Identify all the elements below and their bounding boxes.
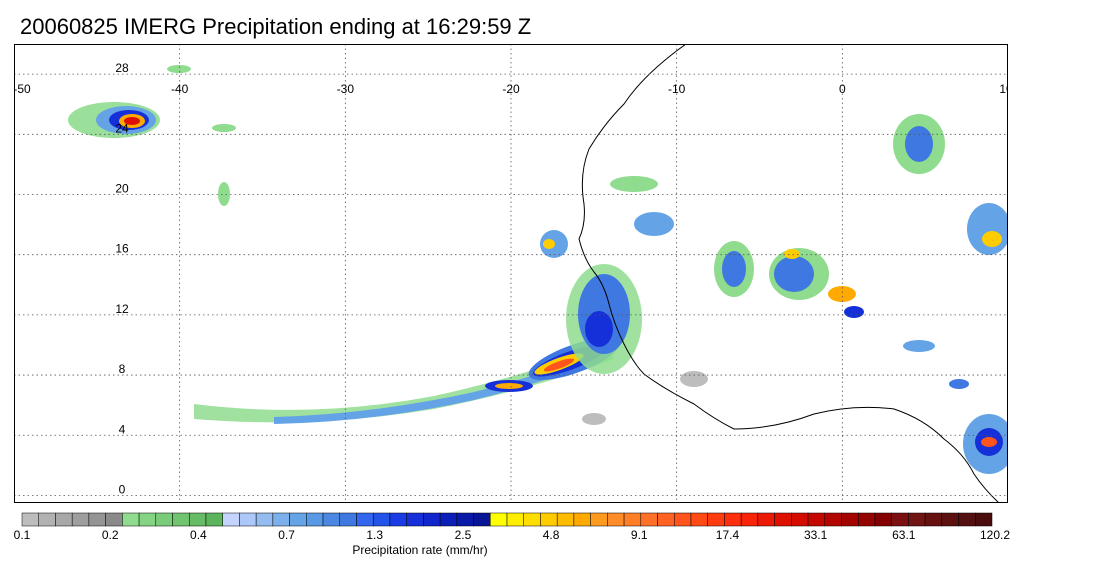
colorbar-swatch [372,512,391,527]
colorbar-swatch [456,512,474,527]
colorbar-swatch [573,512,591,527]
colorbar-swatch [205,512,223,527]
colorbar-swatch [540,512,558,527]
colorbar-swatch [523,512,541,527]
lat-tick-label: 28 [115,61,129,75]
colorbar-swatch [590,512,608,527]
colorbar-tick-label: 9.1 [631,528,648,542]
colorbar-swatch [924,512,943,527]
colorbar-tick-label: 17.4 [716,528,740,542]
colorbar-swatch [740,512,759,527]
colorbar-swatch [239,512,257,527]
lon-tick-label: -50 [14,82,31,96]
lon-tick-label: -10 [668,82,686,96]
colorbar-tick-label: 0.2 [102,528,119,542]
colorbar-swatch [623,512,642,527]
colorbar-swatch [255,512,274,527]
colorbar-swatch [222,512,240,527]
lon-tick-label: -20 [502,82,520,96]
colorbar-swatch [356,512,374,527]
lat-tick-label: 4 [119,422,126,436]
colorbar-swatch [122,512,140,527]
map-gridlines [14,44,1008,503]
colorbar: 0.1 0.2 0.4 0.7 1.3 2.5 4.8 9.1 17.4 33.1 63.1 120.… [14,512,1011,557]
colorbar-swatch [439,512,458,527]
colorbar-swatch [891,512,909,527]
map-frame [14,44,1008,503]
colorbar-swatch [88,512,106,527]
colorbar-swatch [908,512,926,527]
colorbar-swatch [490,512,508,527]
colorbar-swatch [71,512,90,527]
colorbar-swatch [306,512,324,527]
colorbar-swatch [824,512,842,527]
lon-tick-label: 0 [839,82,846,96]
lat-tick-label: 0 [119,482,126,496]
colorbar-swatch [138,512,157,527]
colorbar-swatch [389,512,407,527]
lat-tick-label: 16 [115,242,129,256]
colorbar-swatch [874,512,892,527]
colorbar-swatch [339,512,357,527]
precipitation-map: -50 -40 -30 -20 -10 0 10 0 4 8 12 16 20 24 28 [14,44,1008,503]
colorbar-swatch [841,512,859,527]
colorbar-swatch [757,512,775,527]
colorbar-tick-label: 1.3 [366,528,383,542]
colorbar-tick-label: 2.5 [455,528,472,542]
colorbar-swatch [857,512,876,527]
precipitation-field [68,65,1008,474]
lat-tick-label: 8 [119,362,126,376]
colorbar-label: Precipitation rate (mm/hr) [352,543,487,557]
colorbar-swatch [707,512,725,527]
colorbar-swatch [807,512,826,527]
lat-tick-label: 20 [115,181,129,195]
colorbar-swatch [975,512,993,527]
colorbar-tick-label: 120.2 [980,528,1010,542]
colorbar-swatch [423,512,441,527]
colorbar-tick-label: 63.1 [892,528,916,542]
colorbar-tick-label: 0.4 [190,528,207,542]
colorbar-swatch [188,512,207,527]
lon-tick-label: 10 [999,82,1008,96]
colorbar-swatch [55,512,73,527]
lon-tick-label: -40 [171,82,189,96]
colorbar-swatches [21,512,993,527]
colorbar-swatch [172,512,190,527]
colorbar-swatch [506,512,524,527]
colorbar-swatch [38,512,56,527]
lat-tick-label: 12 [115,302,129,316]
map-tick-labels: -50 -40 -30 -20 -10 0 10 0 4 8 12 16 20 24 28 [14,61,1008,496]
colorbar-swatch [289,512,307,527]
colorbar-swatch [155,512,173,527]
africa-coastline [578,44,1000,503]
lat-tick-label: 24 [115,121,129,135]
colorbar-swatch [272,512,290,527]
colorbar-swatch [105,512,123,527]
colorbar-swatch [657,512,675,527]
colorbar-swatch [673,512,692,527]
colorbar-swatch [607,512,625,527]
colorbar-tick-label: 33.1 [804,528,828,542]
colorbar-swatch [724,512,742,527]
lon-tick-label: -30 [337,82,355,96]
page-title: 20060825 IMERG Precipitation ending at 1… [20,14,532,39]
colorbar-swatch [640,512,658,527]
colorbar-tick-label: 4.8 [543,528,560,542]
colorbar-swatch [556,512,575,527]
colorbar-tick-labels: 0.1 0.2 0.4 0.7 1.3 2.5 4.8 9.1 17.4 33.1 63.1 120.… [14,528,1011,542]
colorbar-tick-label: 0.1 [14,528,31,542]
colorbar-swatch [958,512,976,527]
colorbar-swatch [791,512,809,527]
colorbar-swatch [941,512,959,527]
colorbar-swatch [322,512,341,527]
colorbar-swatch [774,512,792,527]
colorbar-swatch [690,512,708,527]
colorbar-swatch [473,512,491,527]
colorbar-swatch [406,512,424,527]
colorbar-tick-label: 0.7 [278,528,295,542]
colorbar-swatch [21,512,39,527]
